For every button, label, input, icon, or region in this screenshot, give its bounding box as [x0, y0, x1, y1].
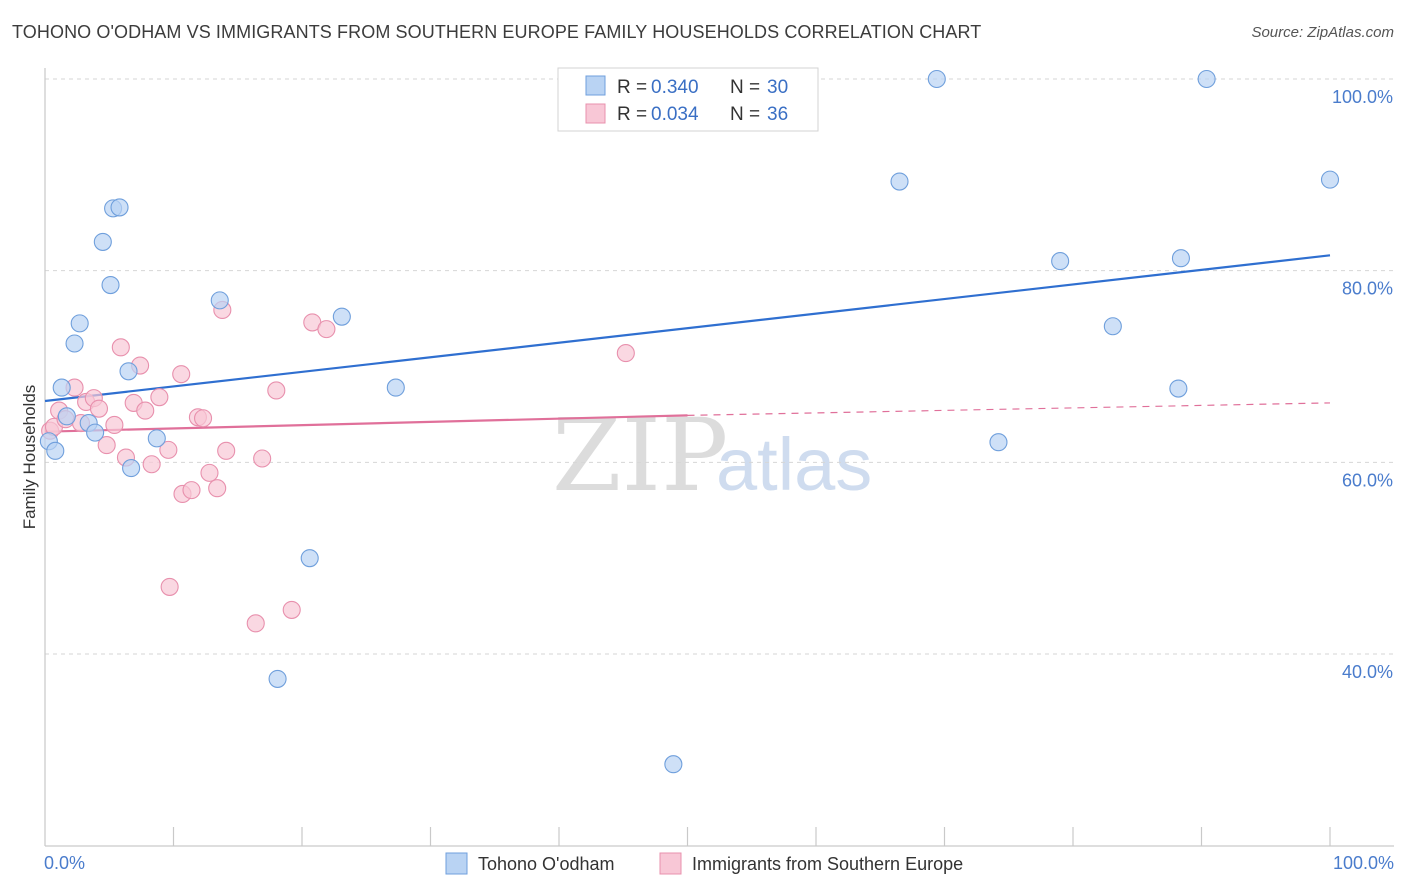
southern-europe-point-9: [97, 436, 116, 455]
tohono-oodham-point-22: [927, 69, 946, 89]
bottom-legend: Tohono O'odham Immigrants from Southern …: [445, 852, 963, 875]
y-tick-label-100: 100.0%: [1332, 87, 1393, 107]
tohono-oodham-point-5: [70, 314, 89, 333]
tohono-oodham-point-12: [119, 362, 138, 381]
southern-europe-point-26: [208, 479, 227, 498]
watermark: ZIP atlas: [552, 397, 872, 514]
source-attribution: Source: ZipAtlas.com: [1251, 24, 1394, 41]
tohono-oodham-point-19: [386, 378, 405, 397]
southern-europe-point-15: [136, 401, 155, 420]
southern-europe-point-17: [150, 388, 169, 407]
legend-swatch-pink: [585, 103, 606, 124]
y-tick-label-40: 40.0%: [1342, 662, 1393, 682]
southern-europe-point-11: [111, 338, 130, 357]
tohono-oodham-point-17: [300, 549, 319, 568]
southern-europe-point-10: [105, 415, 124, 435]
southern-europe-point-30: [253, 449, 272, 468]
tohono-oodham-point-28: [1197, 69, 1216, 89]
y-tick-label-80: 80.0%: [1342, 279, 1393, 299]
southern-europe-point-31: [267, 381, 286, 400]
legend-r-value-2: 0.034: [651, 104, 699, 125]
southern-europe-point-22: [182, 481, 201, 500]
tohono-oodham-point-25: [1103, 317, 1122, 336]
southern-europe-point-18: [159, 440, 178, 459]
trend-line-southern-europe-solid: [44, 414, 688, 433]
tohono-oodham-point-9: [101, 275, 120, 295]
tohono-oodham-point-13: [122, 459, 141, 478]
y-axis-label: Family Households: [20, 385, 39, 530]
tohono-oodham-point-8: [93, 232, 112, 251]
trend-line-southern-europe-dashed: [687, 402, 1331, 416]
tohono-oodham-point-3: [57, 407, 76, 426]
tohono-oodham-point-15: [210, 291, 229, 310]
legend-n-value-2: 36: [767, 104, 788, 125]
southern-europe-point-24: [194, 409, 213, 428]
bottom-legend-swatch-pink: [659, 852, 682, 875]
legend-r-label-1: R =: [617, 77, 647, 98]
legend-box: R = 0.340 N = 30 R = 0.034 N = 36: [557, 67, 819, 132]
southern-europe-point-20: [172, 365, 191, 384]
tohono-oodham-point-27: [1171, 249, 1190, 268]
southern-europe-point-34: [317, 320, 336, 339]
trend-lines: [44, 254, 1331, 433]
tohono-oodham-point-16: [268, 669, 287, 688]
series-tohono-oodham: [39, 69, 1340, 774]
southern-europe-point-8: [89, 399, 109, 418]
x-tick-label-max: 100.0%: [1333, 853, 1394, 873]
tohono-oodham-point-21: [890, 172, 909, 191]
legend-r-label-2: R =: [617, 104, 647, 125]
y-tick-labels: 40.0% 60.0% 80.0% 100.0%: [1332, 87, 1393, 682]
bottom-legend-swatch-blue: [445, 852, 468, 875]
tohono-oodham-point-23: [989, 433, 1008, 452]
southern-europe-point-19: [160, 577, 179, 596]
tohono-oodham-point-29: [1320, 170, 1340, 189]
gridlines: [45, 78, 1394, 655]
legend-n-value-1: 30: [767, 77, 788, 98]
legend-n-label-1: N =: [730, 77, 760, 98]
chart-title: TOHONO O'ODHAM VS IMMIGRANTS FROM SOUTHE…: [12, 22, 982, 42]
southern-europe-point-16: [142, 455, 161, 474]
tohono-oodham-point-11: [110, 198, 129, 217]
bottom-legend-label-pink: Immigrants from Southern Europe: [692, 854, 963, 874]
tohono-oodham-point-24: [1051, 252, 1070, 271]
tohono-oodham-point-2: [52, 378, 71, 397]
watermark-atlas: atlas: [716, 423, 872, 506]
legend-n-label-2: N =: [730, 104, 760, 125]
southern-europe-point-29: [246, 614, 265, 633]
legend-r-value-1: 0.340: [651, 77, 699, 98]
y-tick-label-60: 60.0%: [1342, 470, 1393, 490]
tohono-oodham-point-20: [664, 755, 683, 774]
tohono-oodham-point-7: [86, 423, 105, 442]
tohono-oodham-point-18: [332, 307, 351, 326]
x-axis-ticks: [172, 827, 1331, 846]
tohono-oodham-point-26: [1169, 379, 1188, 398]
trend-line-tohono-oodham: [44, 254, 1331, 403]
southern-europe-point-28: [217, 441, 236, 460]
tohono-oodham-point-4: [65, 334, 84, 353]
legend-swatch-blue: [585, 75, 606, 96]
bottom-legend-label-blue: Tohono O'odham: [478, 854, 615, 874]
southern-europe-point-35: [616, 344, 635, 363]
tohono-oodham-point-1: [46, 441, 65, 460]
southern-europe-point-25: [200, 463, 219, 482]
tohono-oodham-point-14: [147, 429, 166, 448]
x-tick-label-min: 0.0%: [44, 853, 85, 873]
southern-europe-point-32: [282, 600, 301, 619]
